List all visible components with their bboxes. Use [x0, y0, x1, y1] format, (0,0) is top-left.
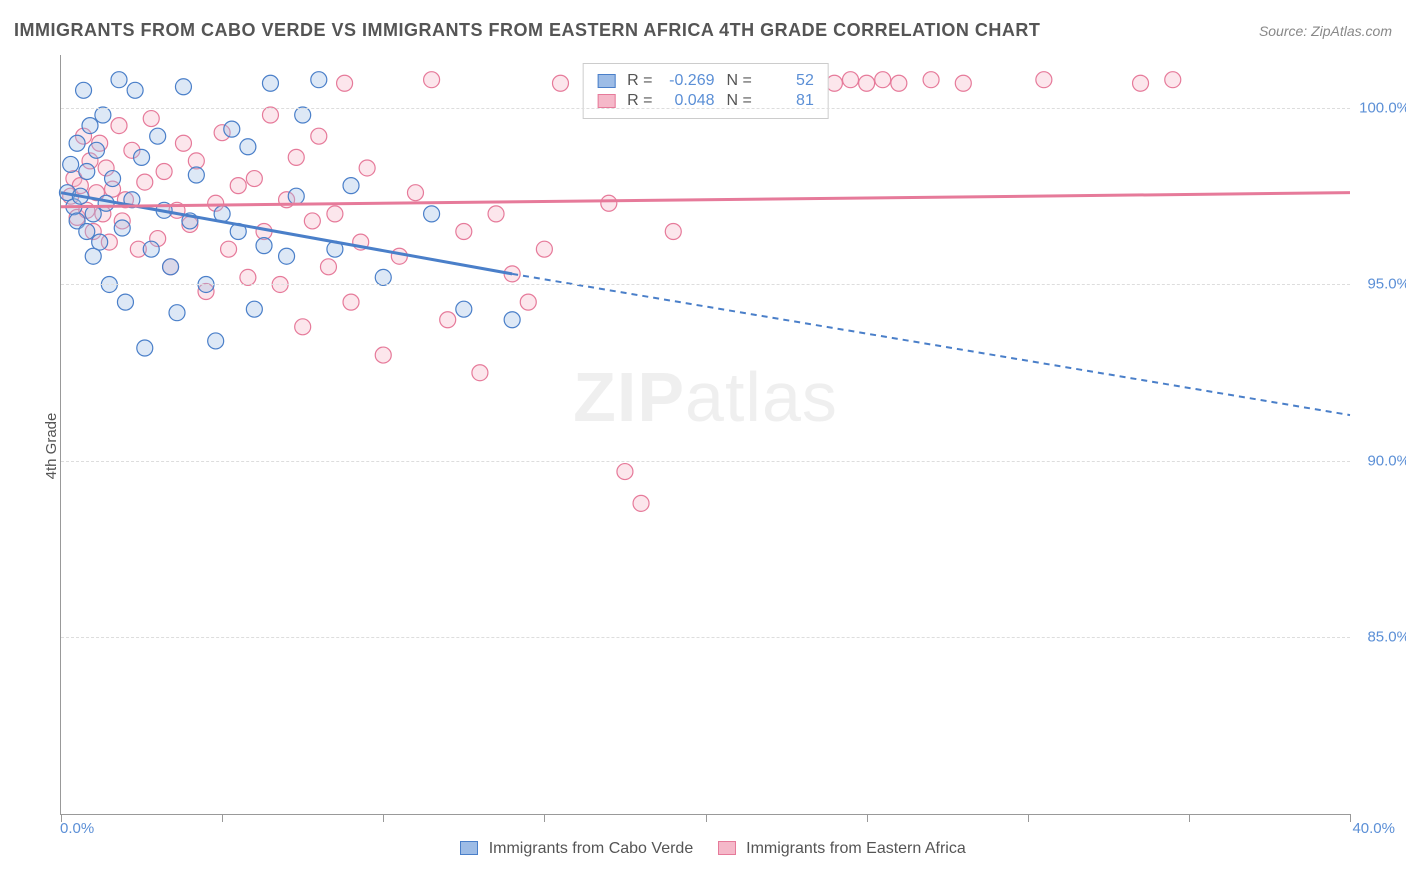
y-axis-label: 4th Grade: [43, 413, 60, 480]
bottom-legend: Immigrants from Cabo Verde Immigrants fr…: [0, 840, 1406, 858]
legend-label-b: Immigrants from Eastern Africa: [746, 840, 966, 857]
legend-label-a: Immigrants from Cabo Verde: [489, 840, 694, 857]
x-end-label: 40.0%: [1352, 820, 1395, 837]
legend-swatch-a-icon: [460, 841, 478, 855]
stats-row-a: R = -0.269 N = 52: [597, 72, 814, 90]
r-value-a: -0.269: [665, 72, 715, 90]
chart-title: IMMIGRANTS FROM CABO VERDE VS IMMIGRANTS…: [14, 20, 1040, 41]
gridline: [61, 637, 1350, 638]
y-tick-label: 95.0%: [1367, 276, 1406, 293]
y-tick-label: 100.0%: [1359, 99, 1406, 116]
y-tick-label: 90.0%: [1367, 452, 1406, 469]
r-label: R =: [627, 72, 652, 90]
source-attribution: Source: ZipAtlas.com: [1259, 23, 1392, 39]
gridline: [61, 461, 1350, 462]
y-tick-label: 85.0%: [1367, 629, 1406, 646]
n-label: N =: [727, 72, 752, 90]
gridline: [61, 108, 1350, 109]
x-start-label: 0.0%: [60, 820, 94, 837]
x-tick: [1350, 814, 1351, 822]
n-value-a: 52: [764, 72, 814, 90]
swatch-a-icon: [597, 74, 615, 88]
stats-legend-box: R = -0.269 N = 52 R = 0.048 N = 81: [582, 63, 829, 119]
legend-swatch-b-icon: [718, 841, 736, 855]
plot-area: ZIPatlas R = -0.269 N = 52 R = 0.048 N =…: [60, 55, 1350, 815]
swatch-b-icon: [597, 94, 615, 108]
scatter-svg: [61, 55, 1350, 814]
gridline: [61, 284, 1350, 285]
